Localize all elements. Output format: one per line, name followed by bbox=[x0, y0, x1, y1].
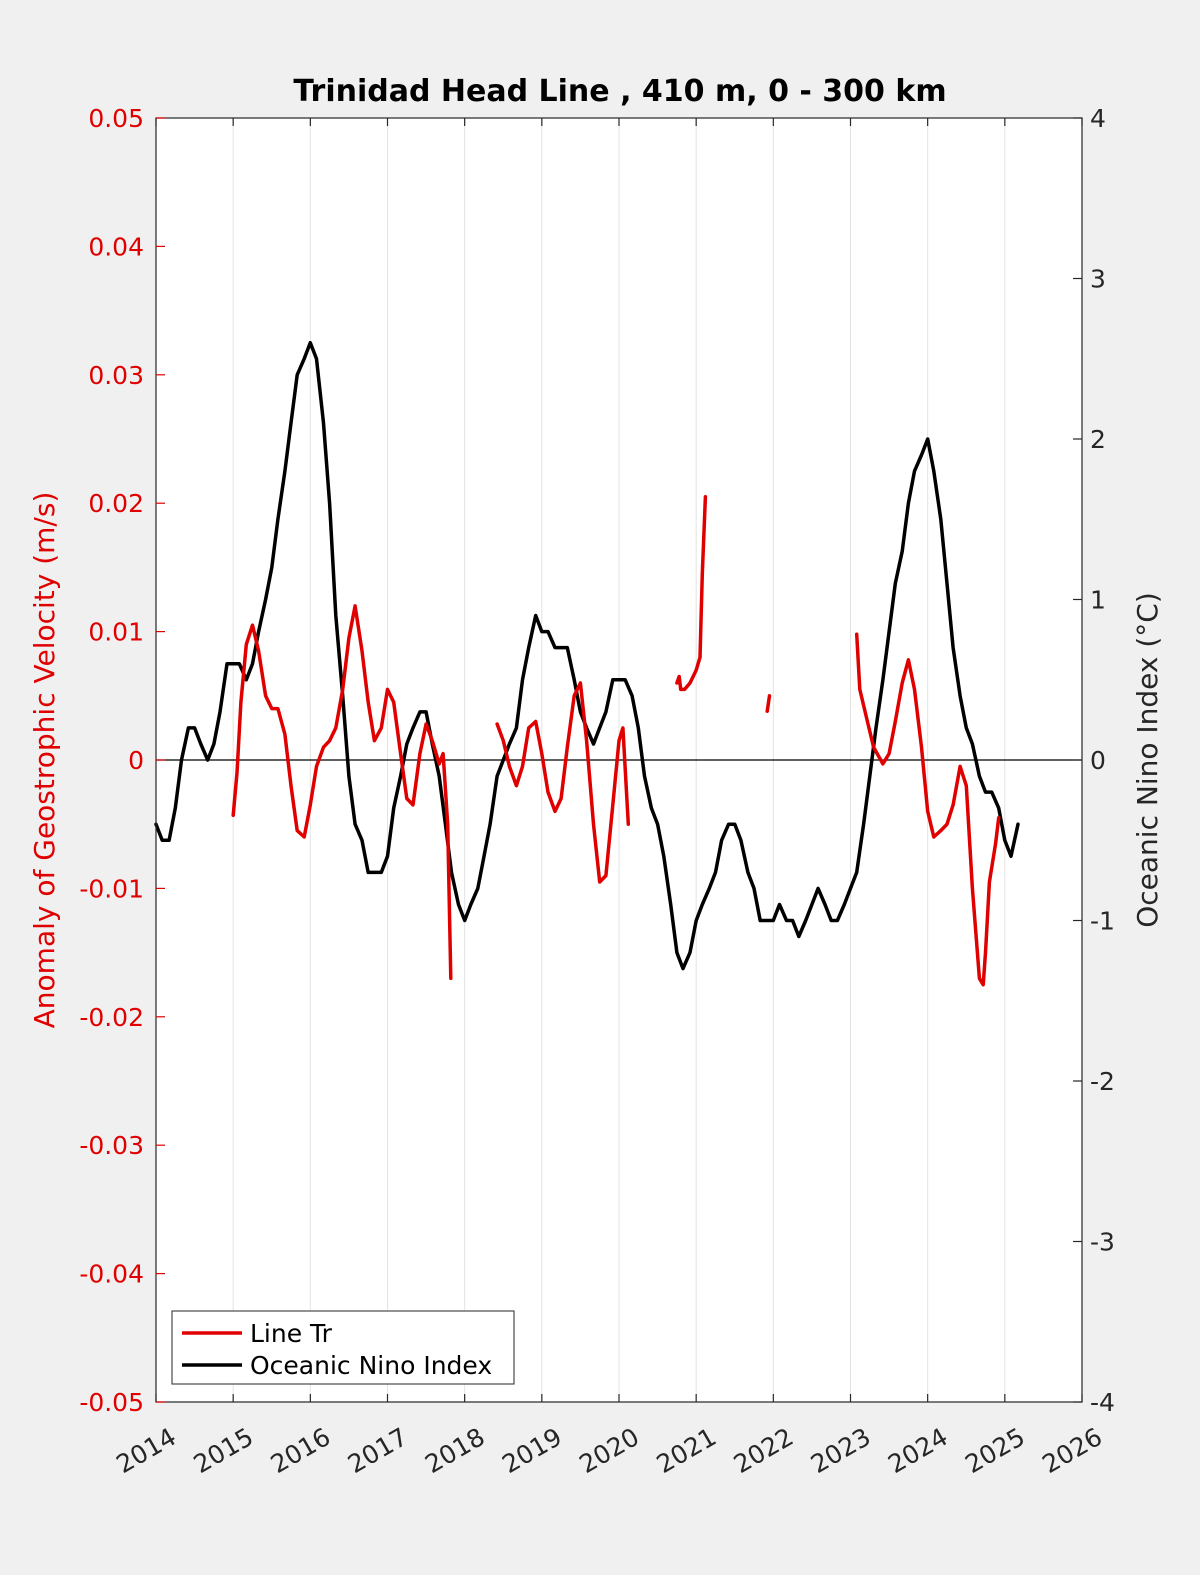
right-axis-ticks: 4 3 2 1 0 -1 -2 -3 -4 bbox=[1073, 104, 1115, 1417]
chart-title: Trinidad Head Line , 410 m, 0 - 300 km bbox=[293, 74, 946, 109]
y-left-tick-label: 0.02 bbox=[88, 489, 144, 518]
y-left-tick-label: 0 bbox=[128, 746, 144, 775]
left-axis-ticks: 0.05 0.04 0.03 0.02 0.01 0 -0.01 -0.02 -0.03 -0.0… bbox=[79, 104, 165, 1417]
y-right-tick-label: 1 bbox=[1090, 586, 1106, 615]
y-right-tick-label: -2 bbox=[1090, 1067, 1115, 1096]
y-right-tick-label: 0 bbox=[1090, 746, 1106, 775]
y-right-tick-label: -3 bbox=[1090, 1228, 1115, 1257]
y-right-tick-label: -1 bbox=[1090, 907, 1115, 936]
legend-label-oni: Oceanic Nino Index bbox=[250, 1351, 492, 1380]
y-axis-left-label: Anomaly of Geostrophic Velocity (m/s) bbox=[28, 492, 61, 1029]
line-tr-series-segment-1 bbox=[495, 681, 631, 884]
legend: Line Tr Oceanic Nino Index bbox=[171, 1310, 515, 1385]
series-layer bbox=[154, 340, 1020, 987]
y-right-tick-label: 3 bbox=[1090, 265, 1106, 294]
y-right-tick-label: 2 bbox=[1090, 425, 1106, 454]
y-left-tick-label: -0.01 bbox=[79, 874, 144, 903]
y-left-tick-label: -0.05 bbox=[79, 1388, 144, 1417]
line-tr-series-segment-2 bbox=[675, 495, 708, 692]
y-right-tick-label: 4 bbox=[1090, 104, 1106, 133]
y-left-tick-label: -0.02 bbox=[79, 1003, 144, 1032]
legend-box bbox=[171, 1310, 515, 1385]
y-left-tick-label: 0.03 bbox=[88, 361, 144, 390]
y-axis-right-label: Oceanic Nino Index (°C) bbox=[1131, 592, 1164, 928]
y-right-tick-label: -4 bbox=[1090, 1388, 1115, 1417]
y-left-tick-label: 0.04 bbox=[88, 232, 144, 261]
y-left-tick-label: -0.04 bbox=[79, 1260, 144, 1289]
y-left-tick-label: 0.05 bbox=[88, 104, 144, 133]
legend-label-line-tr: Line Tr bbox=[250, 1319, 333, 1348]
line-tr-series-segment-4 bbox=[854, 632, 1001, 987]
y-left-tick-label: -0.03 bbox=[79, 1131, 144, 1160]
line-tr-series-segment-3 bbox=[765, 694, 772, 713]
line-tr-series-segment-0 bbox=[231, 604, 453, 981]
y-left-tick-label: 0.01 bbox=[88, 618, 144, 647]
